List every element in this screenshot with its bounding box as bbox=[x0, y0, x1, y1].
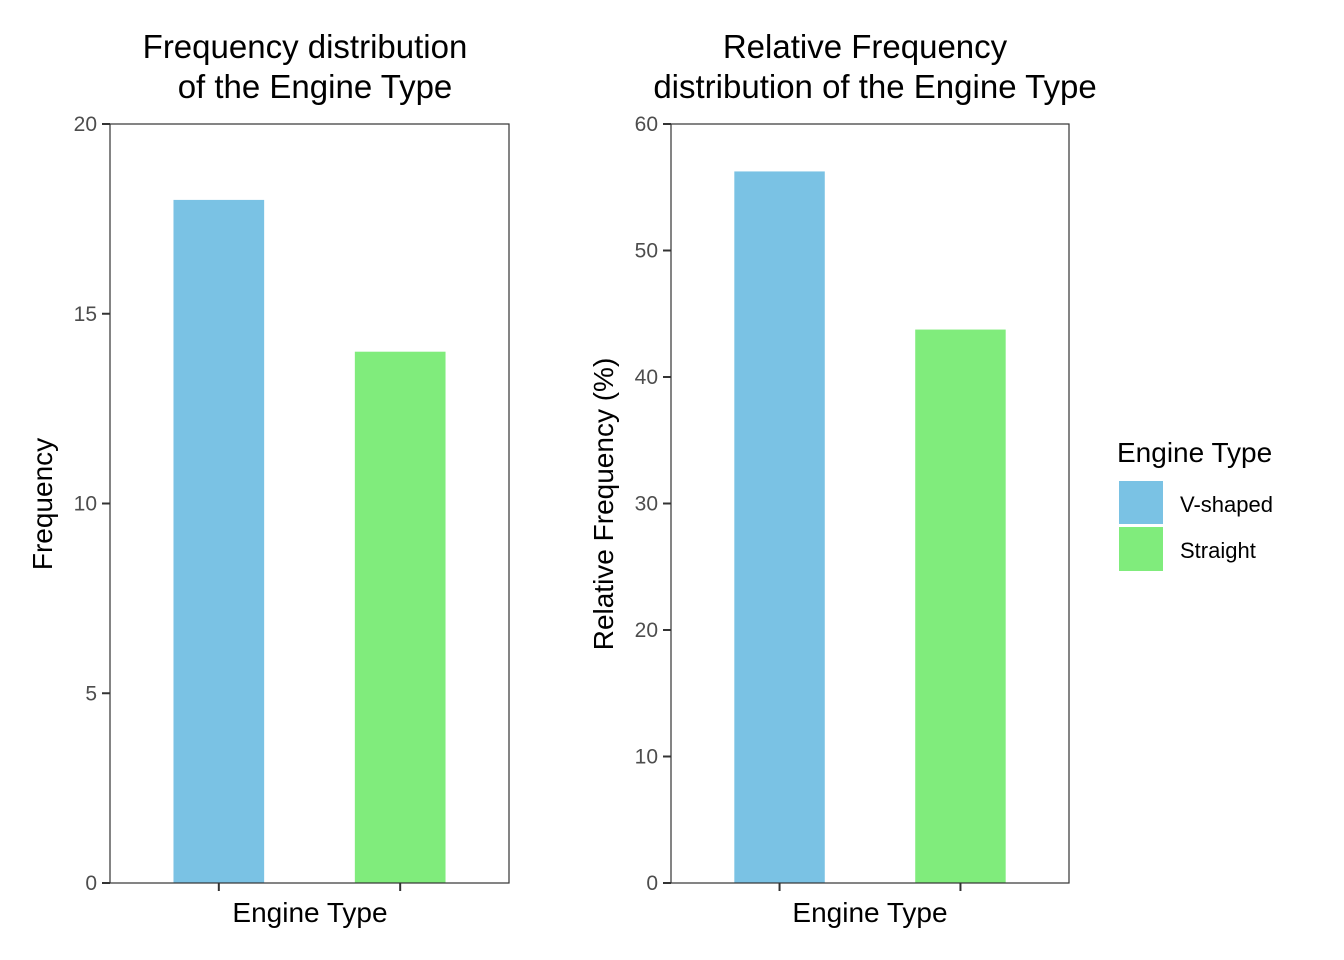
frequency-chart-y-tick-label: 10 bbox=[74, 493, 97, 516]
frequency-chart-y-tick-label: 15 bbox=[74, 303, 97, 326]
legend-swatch-straight bbox=[1119, 527, 1163, 571]
frequency-chart-title-line-2: of the Engine Type bbox=[178, 68, 453, 105]
relative-frequency-chart-y-tick-label: 50 bbox=[635, 240, 658, 263]
legend-label-straight: Straight bbox=[1180, 538, 1256, 563]
frequency-chart-panel: Frequency distribution of the Engine Typ… bbox=[27, 28, 510, 928]
frequency-chart-y-tick-label: 20 bbox=[74, 113, 97, 136]
relative-frequency-chart-panel-border bbox=[670, 123, 1070, 884]
frequency-chart-title-line-1: Frequency distribution bbox=[143, 28, 468, 65]
legend-swatch-v-shaped bbox=[1119, 481, 1163, 524]
relative-frequency-chart-bar-straight bbox=[915, 329, 1006, 883]
frequency-chart-bar-v-shaped bbox=[173, 199, 265, 883]
relative-frequency-chart-x-axis-label: Engine Type bbox=[792, 897, 947, 928]
frequency-chart-bar-straight bbox=[354, 351, 446, 883]
frequency-chart-y-tick-label: 0 bbox=[85, 872, 97, 895]
frequency-chart-panel-border bbox=[109, 123, 510, 884]
relative-frequency-chart-y-tick-label: 30 bbox=[635, 493, 658, 516]
relative-frequency-chart-title-line-1: Relative Frequency bbox=[723, 28, 1008, 65]
legend-label-v-shaped: V-shaped bbox=[1180, 492, 1273, 517]
relative-frequency-chart-y-tick-label: 60 bbox=[635, 113, 658, 136]
relative-frequency-chart-title-line-2: distribution of the Engine Type bbox=[653, 68, 1096, 105]
legend-title: Engine Type bbox=[1117, 437, 1272, 468]
relative-frequency-chart-panel: Relative Frequency distribution of the E… bbox=[588, 28, 1097, 928]
relative-frequency-chart-y-tick-label: 0 bbox=[646, 872, 658, 895]
relative-frequency-chart-y-tick-label: 10 bbox=[635, 746, 658, 769]
relative-frequency-chart-y-tick-label: 20 bbox=[635, 619, 658, 642]
frequency-chart-y-tick-label: 5 bbox=[85, 682, 97, 705]
frequency-chart-x-axis-label: Engine Type bbox=[232, 897, 387, 928]
relative-frequency-chart-bar-v-shaped bbox=[734, 171, 825, 883]
legend: Engine Type V-shaped Straight bbox=[1117, 437, 1273, 571]
frequency-chart-y-axis-label: Frequency bbox=[27, 438, 58, 570]
relative-frequency-chart-y-axis-label: Relative Frequency (%) bbox=[588, 358, 619, 651]
relative-frequency-chart-y-tick-label: 40 bbox=[635, 366, 658, 389]
